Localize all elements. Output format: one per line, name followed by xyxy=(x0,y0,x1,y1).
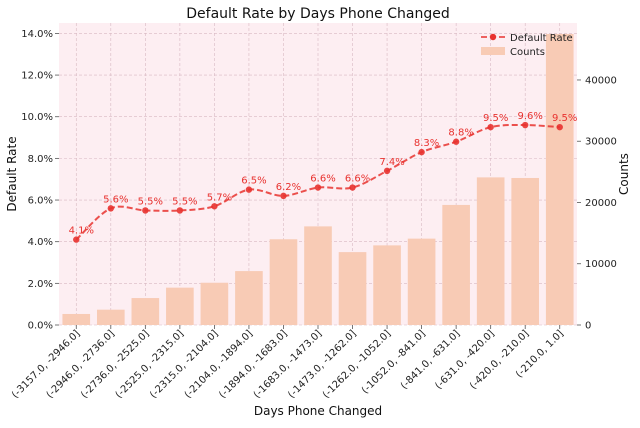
default-rate-point xyxy=(418,148,425,156)
count-bar xyxy=(96,309,125,325)
right-tick-label: 40000 xyxy=(585,75,617,86)
default-rate-point xyxy=(487,123,494,131)
legend-bar-swatch xyxy=(481,47,505,55)
data-label: 4.1% xyxy=(69,226,94,237)
count-bar xyxy=(166,287,194,325)
data-label: 9.5% xyxy=(552,113,577,124)
x-tick-label: (-1894.0, -1683.0] xyxy=(217,328,289,400)
left-tick-label: 14.0% xyxy=(21,29,53,40)
default-rate-point xyxy=(522,121,529,129)
count-bar xyxy=(442,204,470,325)
count-bar xyxy=(235,271,263,325)
data-label: 5.5% xyxy=(138,196,163,207)
legend-counts-label: Counts xyxy=(510,47,545,58)
x-tick-label: (-2946.0, -2736.0] xyxy=(45,328,117,400)
data-label: 6.6% xyxy=(345,174,370,185)
default-rate-point xyxy=(245,186,253,193)
x-tick-label: (-420.0, -210.0] xyxy=(468,328,531,391)
default-rate-point xyxy=(280,192,287,200)
data-label: 8.3% xyxy=(414,138,439,149)
legend-line-marker xyxy=(489,33,497,41)
default-rate-point xyxy=(107,205,115,212)
data-label: 6.5% xyxy=(241,176,266,187)
x-tick-label: (-2104.0, -1894.0] xyxy=(183,328,255,400)
x-tick-label: (-1473.0, -1262.0] xyxy=(286,328,358,400)
right-tick-label: 20000 xyxy=(585,198,617,209)
left-tick-label: 8.0% xyxy=(28,154,53,165)
right-axis-label: Counts xyxy=(617,153,631,195)
default-rate-point xyxy=(452,138,460,145)
left-axis-ticks: 0.0% 2.0% 4.0% 6.0% 8.0% 10.0% 12.0% 14.0% xyxy=(21,29,59,332)
right-tick-label: 10000 xyxy=(585,259,617,270)
right-axis-ticks: 0 10000 20000 30000 40000 xyxy=(577,75,617,332)
left-tick-label: 0.0% xyxy=(28,321,53,332)
data-label: 8.8% xyxy=(448,128,473,139)
x-axis-ticks: (-3157.0, -2946.0](-2946.0, -2736.0](-27… xyxy=(10,325,566,401)
data-label: 6.2% xyxy=(276,182,301,193)
default-rate-point xyxy=(556,123,563,131)
legend: Default Rate Counts xyxy=(481,33,573,58)
left-tick-label: 4.0% xyxy=(28,237,53,248)
left-tick-label: 10.0% xyxy=(21,112,53,123)
default-rate-point xyxy=(73,236,80,243)
chart-title: Default Rate by Days Phone Changed xyxy=(186,6,449,22)
count-bar xyxy=(545,34,574,326)
data-label: 5.7% xyxy=(207,192,232,203)
left-tick-label: 12.0% xyxy=(21,71,53,82)
data-label: 9.6% xyxy=(517,111,542,122)
default-rate-curve xyxy=(75,123,560,241)
default-rate-line xyxy=(73,121,563,243)
x-tick-label: (-2736.0, -2525.0] xyxy=(79,328,151,400)
data-label: 9.5% xyxy=(483,113,508,124)
x-axis-label: Days Phone Changed xyxy=(254,404,382,418)
x-tick-label: (-3157.0, -2946.0] xyxy=(10,328,82,400)
count-bar xyxy=(476,177,505,325)
count-bar xyxy=(200,282,229,325)
default-rate-point xyxy=(176,207,184,214)
x-tick-label: (-1683.0, -1473.0] xyxy=(252,328,324,400)
default-rate-point xyxy=(211,203,218,210)
count-bar xyxy=(511,177,540,325)
left-tick-label: 6.0% xyxy=(28,196,53,207)
default-rate-point xyxy=(314,184,322,191)
x-tick-label: (-631.0, -420.0] xyxy=(433,328,496,391)
right-tick-label: 30000 xyxy=(585,137,617,148)
default-rate-point xyxy=(349,184,356,191)
count-bar xyxy=(269,239,298,325)
count-bar xyxy=(407,238,436,325)
data-label: 7.4% xyxy=(379,157,404,168)
data-label: 6.6% xyxy=(310,174,335,185)
right-tick-label: 0 xyxy=(585,321,591,332)
count-bar xyxy=(304,226,332,325)
x-tick-label: (-841.0, -631.0] xyxy=(399,328,462,391)
count-bars xyxy=(62,34,574,326)
data-label: 5.6% xyxy=(103,194,128,205)
count-bar xyxy=(373,245,401,325)
legend-default-rate-label: Default Rate xyxy=(510,33,573,44)
x-tick-label: (-2315.0, -2104.0] xyxy=(148,328,220,400)
x-tick-label: (-2525.0, -2315.0] xyxy=(114,328,186,400)
count-bar xyxy=(338,252,367,325)
left-axis-label: Default Rate xyxy=(5,136,19,211)
default-rate-point xyxy=(142,207,149,214)
count-bar xyxy=(62,313,91,325)
left-tick-label: 2.0% xyxy=(28,279,53,290)
data-label: 5.5% xyxy=(172,196,197,207)
x-tick-label: (-1052.0, -841.0] xyxy=(360,328,428,396)
default-rate-point xyxy=(383,167,391,175)
count-bar xyxy=(131,298,160,325)
x-tick-label: (-1262.0, -1052.0] xyxy=(321,328,393,400)
default-rate-data-labels: 4.1% 5.6% 5.5% 5.5% 5.7% 6.5% 6.2% 6.6% 6.6% 7.4%… xyxy=(69,111,578,237)
